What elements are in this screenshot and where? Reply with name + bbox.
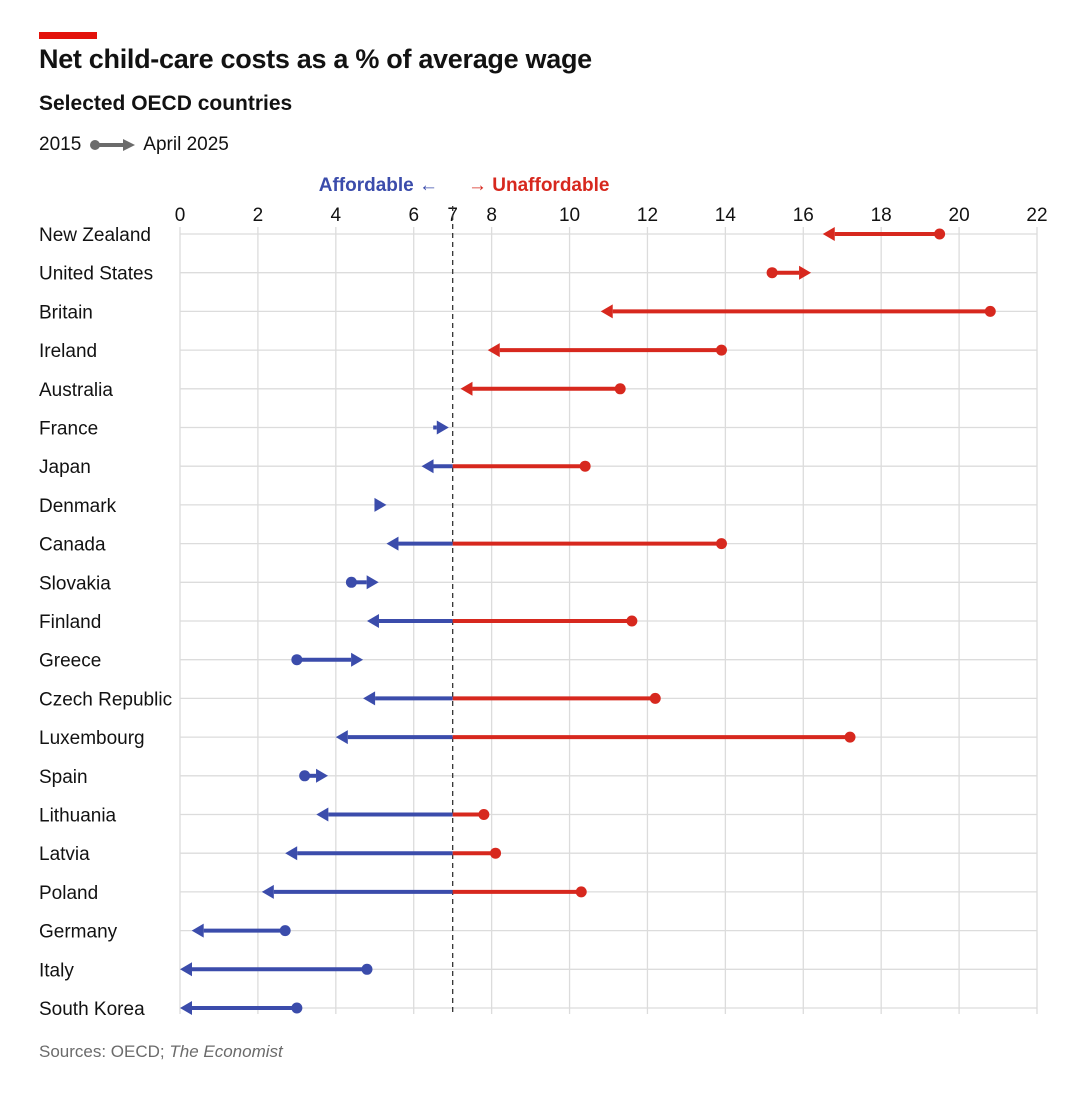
start-point — [649, 692, 661, 704]
start-point — [361, 963, 373, 975]
legend-end-label: April 2025 — [143, 134, 229, 155]
country-label: Britain — [39, 302, 93, 323]
country-label: Ireland — [39, 341, 97, 362]
country-label: New Zealand — [39, 225, 151, 246]
x-tick-label: 4 — [331, 205, 342, 226]
country-label: Poland — [39, 883, 98, 904]
country-label: Czech Republic — [39, 689, 172, 710]
start-point — [715, 538, 727, 550]
arrow-head — [822, 227, 835, 241]
x-tick-label: 0 — [175, 205, 186, 226]
arrow-head — [386, 536, 399, 551]
start-point — [984, 305, 996, 317]
start-point — [766, 267, 778, 279]
country-label: Japan — [39, 457, 91, 478]
legend-arrow-icon — [90, 139, 136, 151]
x-tick-label: 6 — [408, 205, 419, 226]
arrow-head — [335, 730, 348, 745]
country-label: Latvia — [39, 844, 90, 865]
arrow-head — [180, 962, 192, 977]
legend: 2015 April 2025 — [39, 132, 229, 158]
country-label: Denmark — [39, 496, 117, 517]
source-prefix: Sources: OECD; — [39, 1042, 170, 1061]
arrow-head — [374, 497, 387, 512]
country-label: Lithuania — [39, 806, 117, 827]
start-point — [490, 847, 502, 859]
arrow-head — [460, 381, 473, 396]
arrow-head — [487, 343, 500, 358]
country-label: Greece — [39, 651, 101, 672]
arrow-head — [316, 768, 329, 783]
x-tick-label: 20 — [949, 205, 970, 226]
x-tick-label: 14 — [715, 205, 737, 226]
start-point — [299, 770, 311, 782]
country-label: Finland — [39, 612, 101, 633]
data-layer: New Zealand United States Britain Ireland Au… — [39, 225, 996, 1020]
chart-subtitle: Selected OECD countries — [39, 92, 293, 115]
start-point — [478, 809, 490, 820]
start-point — [626, 615, 638, 627]
start-point — [291, 1002, 303, 1014]
start-point — [291, 654, 303, 666]
source-publication: The Economist — [169, 1042, 283, 1061]
arrow-head — [600, 304, 613, 319]
country-label: Italy — [39, 960, 74, 981]
arrow-head — [436, 420, 449, 435]
arrow-head — [799, 265, 812, 280]
unaffordable-annotation: → Unaffordable — [468, 175, 609, 196]
legend-start-label: 2015 — [39, 134, 82, 155]
chart-title: Net child-care costs as a % of average w… — [39, 44, 592, 74]
start-point — [579, 460, 591, 472]
source-note: Sources: OECD; The Economist — [39, 1042, 283, 1062]
arrow-head — [316, 807, 329, 822]
arrow-head — [363, 691, 376, 706]
x-tick-label: 10 — [559, 205, 580, 226]
country-label: South Korea — [39, 999, 145, 1020]
country-label: Australia — [39, 380, 113, 401]
x-tick-label: 8 — [486, 205, 497, 226]
start-point — [345, 576, 357, 588]
start-point — [715, 344, 727, 356]
start-point — [934, 228, 946, 240]
start-point — [614, 383, 626, 395]
country-label: United States — [39, 264, 153, 285]
country-label: France — [39, 419, 98, 440]
x-tick-label: 12 — [637, 205, 658, 226]
brand-accent-bar — [39, 32, 97, 39]
x-tick-label: 2 — [253, 205, 264, 226]
country-label: Luxembourg — [39, 728, 145, 749]
affordable-annotation: Affordable ← — [319, 175, 438, 196]
x-tick-label: 16 — [793, 205, 814, 226]
arrow-head — [351, 652, 364, 667]
arrow-head — [180, 1001, 192, 1015]
arrow-head — [261, 884, 274, 899]
x-tick-label: 18 — [871, 205, 892, 226]
arrow-head — [285, 846, 298, 861]
x-tick-label: 22 — [1026, 205, 1047, 226]
country-label: Canada — [39, 535, 106, 556]
start-point — [279, 925, 291, 937]
arrow-head — [366, 614, 379, 628]
start-point — [844, 731, 856, 743]
country-label: Slovakia — [39, 573, 111, 594]
start-point — [575, 886, 587, 898]
arrow-head — [191, 923, 204, 938]
country-label: Germany — [39, 922, 118, 943]
arrow-head — [421, 459, 434, 474]
arrow-head — [366, 575, 379, 590]
country-label: Spain — [39, 767, 88, 788]
